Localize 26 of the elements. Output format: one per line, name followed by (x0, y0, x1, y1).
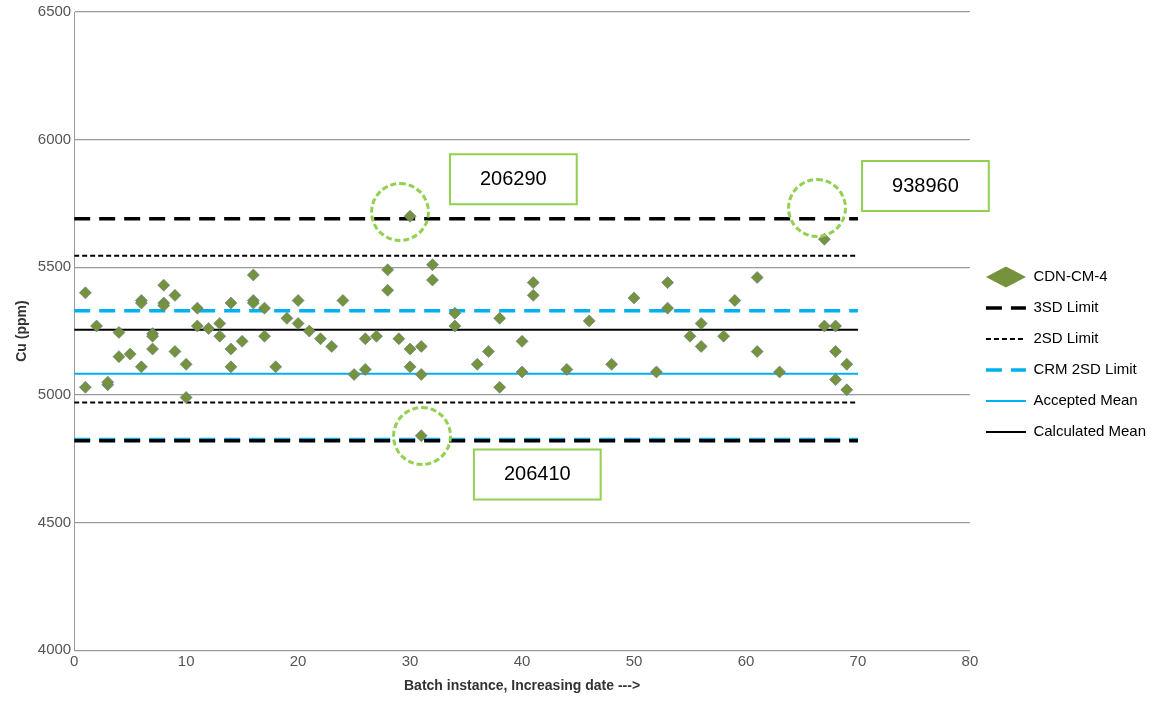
legend-label: 3SD Limit (1033, 298, 1100, 316)
x-tick-label: 80 (961, 652, 979, 670)
x-tick-label: 70 (849, 652, 867, 670)
y-tick-label: 6000 (37, 129, 72, 147)
x-tick-label: 60 (737, 652, 755, 670)
x-tick-label: 0 (70, 652, 79, 670)
y-tick-label: 5500 (37, 257, 72, 275)
legend-label: CRM 2SD Limit (1033, 360, 1138, 378)
y-tick-label: 4500 (37, 512, 72, 530)
annotation: 206290 (479, 166, 547, 189)
y-tick-label: 4000 (37, 640, 72, 658)
annotation: 206410 (503, 462, 571, 485)
x-tick-label: 20 (289, 652, 307, 670)
x-tick-label: 50 (625, 652, 643, 670)
legend-label: CDN-CM-4 (1033, 267, 1108, 285)
x-axis-title: Batch instance, Increasing date ---> (403, 677, 641, 694)
y-axis-title: Cu (ppm) (13, 300, 30, 362)
legend-label: Accepted Mean (1033, 391, 1138, 409)
y-tick-label: 6500 (37, 2, 72, 20)
legend-label: 2SD Limit (1033, 329, 1100, 347)
x-tick-label: 10 (177, 652, 195, 670)
y-tick-label: 5000 (37, 385, 72, 403)
x-tick-label: 40 (513, 652, 531, 670)
legend-label: Calculated Mean (1033, 422, 1147, 440)
annotation: 938960 (892, 173, 959, 196)
x-tick-label: 30 (401, 652, 419, 670)
